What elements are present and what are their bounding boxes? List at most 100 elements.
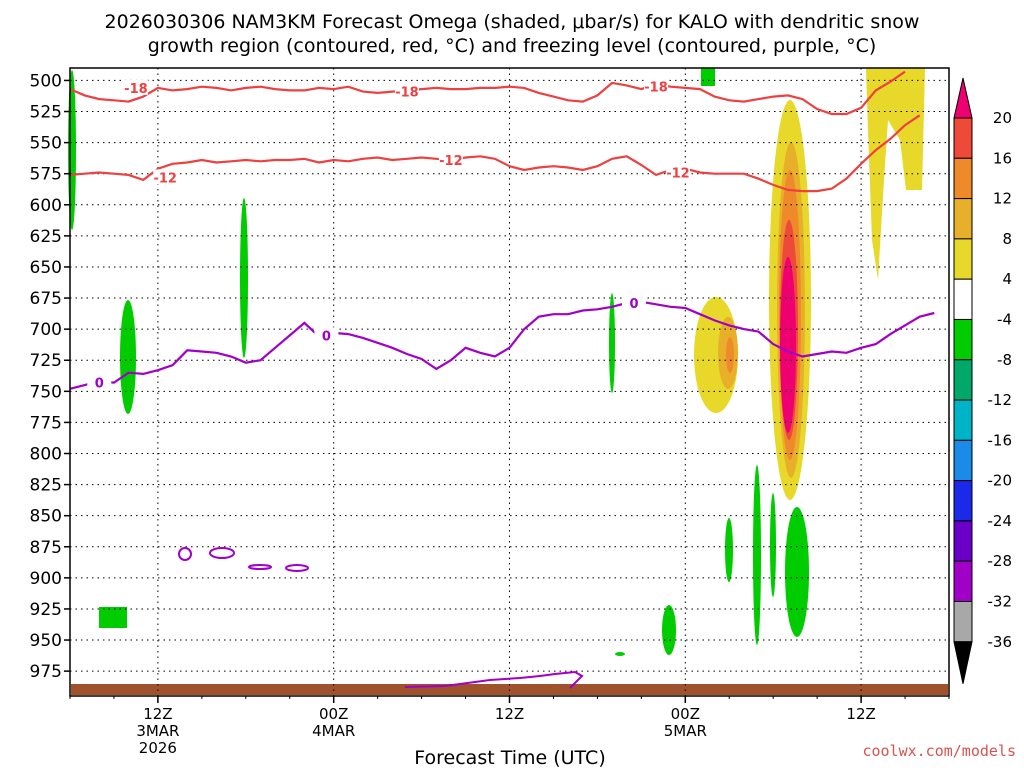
y-tick-label: 975 (30, 662, 62, 682)
y-tick-label: 525 (30, 103, 62, 123)
contour-label: -12 (666, 166, 690, 181)
colorbar-label: 20 (993, 109, 1012, 127)
contour-label-bg (314, 327, 339, 343)
omega-patch (99, 607, 127, 628)
contour-label-bg (153, 169, 178, 185)
x-tick-label: 5MAR (664, 722, 707, 740)
grid-lines (70, 68, 949, 696)
colorbar-segment (953, 278, 973, 320)
x-axis-label: Forecast Time (UTC) (414, 747, 605, 768)
colorbar-segment (953, 198, 973, 240)
colorbar-label: -16 (988, 431, 1013, 449)
contour-line (69, 114, 921, 193)
colorbar-label: 4 (1002, 270, 1012, 288)
colorbar-segment (953, 238, 973, 280)
y-tick-label: 550 (30, 134, 62, 154)
y-tick-label: 725 (30, 351, 62, 371)
contour-label: 0 (95, 377, 104, 392)
colorbar-segment (953, 480, 973, 522)
x-tick-label: 12Z (495, 705, 524, 723)
colorbar-label: -20 (988, 472, 1013, 490)
omega-patch (615, 652, 625, 656)
contour-label: 0 (630, 297, 639, 312)
contour-label: -18 (395, 86, 419, 101)
freezing-level-loop (209, 547, 235, 559)
omega-patch (780, 257, 796, 433)
colorbar-segment (953, 117, 973, 159)
y-tick-label: 950 (30, 631, 62, 651)
colorbar: 20 16 12 8 4 -4 -8 -12 -16 -20 -24 -28 -32 -36 (953, 77, 1013, 684)
colorbar-segment (953, 318, 973, 361)
credit-text: coolwx.com/models (862, 742, 1016, 760)
x-tick-label: 00Z (671, 705, 700, 723)
colorbar-label: -36 (988, 633, 1013, 651)
colorbar-segment (953, 520, 973, 562)
contour-lines: -18 -18 -18 -12 -12 -12 0 0 0 (69, 70, 935, 689)
contour-label: 0 (322, 329, 331, 344)
y-tick-label: 650 (30, 258, 62, 278)
contour-line (69, 70, 906, 116)
y-tick-label: 675 (30, 289, 62, 309)
omega-patch (609, 293, 615, 393)
y-tick-label: 925 (30, 600, 62, 620)
omega-patch (753, 465, 761, 645)
y-tick-label: 575 (30, 165, 62, 185)
y-tick-label: 875 (30, 538, 62, 558)
freezing-level-loop (248, 564, 272, 570)
omega-patch (68, 70, 76, 230)
plot-frame (69, 67, 950, 697)
omega-patch (770, 493, 776, 597)
colorbar-label: -8 (997, 351, 1012, 369)
colorbar-label: -32 (988, 593, 1013, 611)
colorbar-label: 16 (993, 149, 1012, 167)
contour-label: -12 (439, 154, 463, 169)
colorbar-bottom-triangle (953, 641, 973, 684)
y-tick-label: 775 (30, 413, 62, 433)
omega-patch (725, 518, 733, 582)
colorbar-label: -24 (988, 512, 1013, 530)
freezing-level-loop (178, 547, 192, 561)
omega-patch (726, 337, 734, 373)
freezing-level-loop (404, 670, 584, 689)
contour-line (69, 300, 935, 390)
contour-label-bg (644, 78, 668, 94)
y-tick-label: 600 (30, 196, 62, 216)
x-tick-label: 3MAR (136, 722, 179, 740)
omega-patch (701, 68, 715, 86)
contour-label-bg (394, 83, 419, 99)
colorbar-segment (953, 560, 973, 603)
contour-label-bg (87, 374, 112, 390)
colorbar-label: -4 (997, 310, 1012, 328)
chart-title-line1: 2026030306 NAM3KM Forecast Omega (shaded… (105, 11, 920, 33)
omega-patch (240, 198, 248, 358)
colorbar-segment (953, 601, 973, 643)
omega-patch (785, 507, 809, 637)
omega-patch (662, 605, 676, 655)
x-tick-label: 12Z (846, 705, 875, 723)
y-tick-label: 700 (30, 320, 62, 340)
colorbar-top-triangle (953, 77, 973, 119)
contour-label: -12 (153, 171, 177, 186)
colorbar-label: 12 (993, 190, 1012, 208)
colorbar-segment (953, 359, 973, 401)
x-tick-label: 2026 (139, 739, 177, 757)
y-axis-ticks: 500 525 550 575 600 625 650 675 700 725 750 775 800 8… (30, 71, 70, 682)
colorbar-segment (953, 439, 973, 482)
contour-label-bg (665, 164, 690, 180)
contour-label-bg (438, 152, 463, 168)
colorbar-segment (953, 399, 973, 441)
y-tick-label: 850 (30, 507, 62, 527)
y-tick-label: 800 (30, 445, 62, 465)
contour-label: -18 (644, 81, 668, 96)
x-tick-label: 00Z (319, 705, 348, 723)
y-tick-label: 900 (30, 569, 62, 589)
y-tick-label: 500 (30, 71, 62, 91)
chart-title-line2: growth region (contoured, red, °C) and f… (148, 35, 877, 57)
contour-label-bg (123, 79, 148, 95)
colorbar-label: -12 (988, 391, 1013, 409)
y-tick-label: 825 (30, 476, 62, 496)
y-tick-label: 625 (30, 227, 62, 247)
y-tick-label: 750 (30, 382, 62, 402)
